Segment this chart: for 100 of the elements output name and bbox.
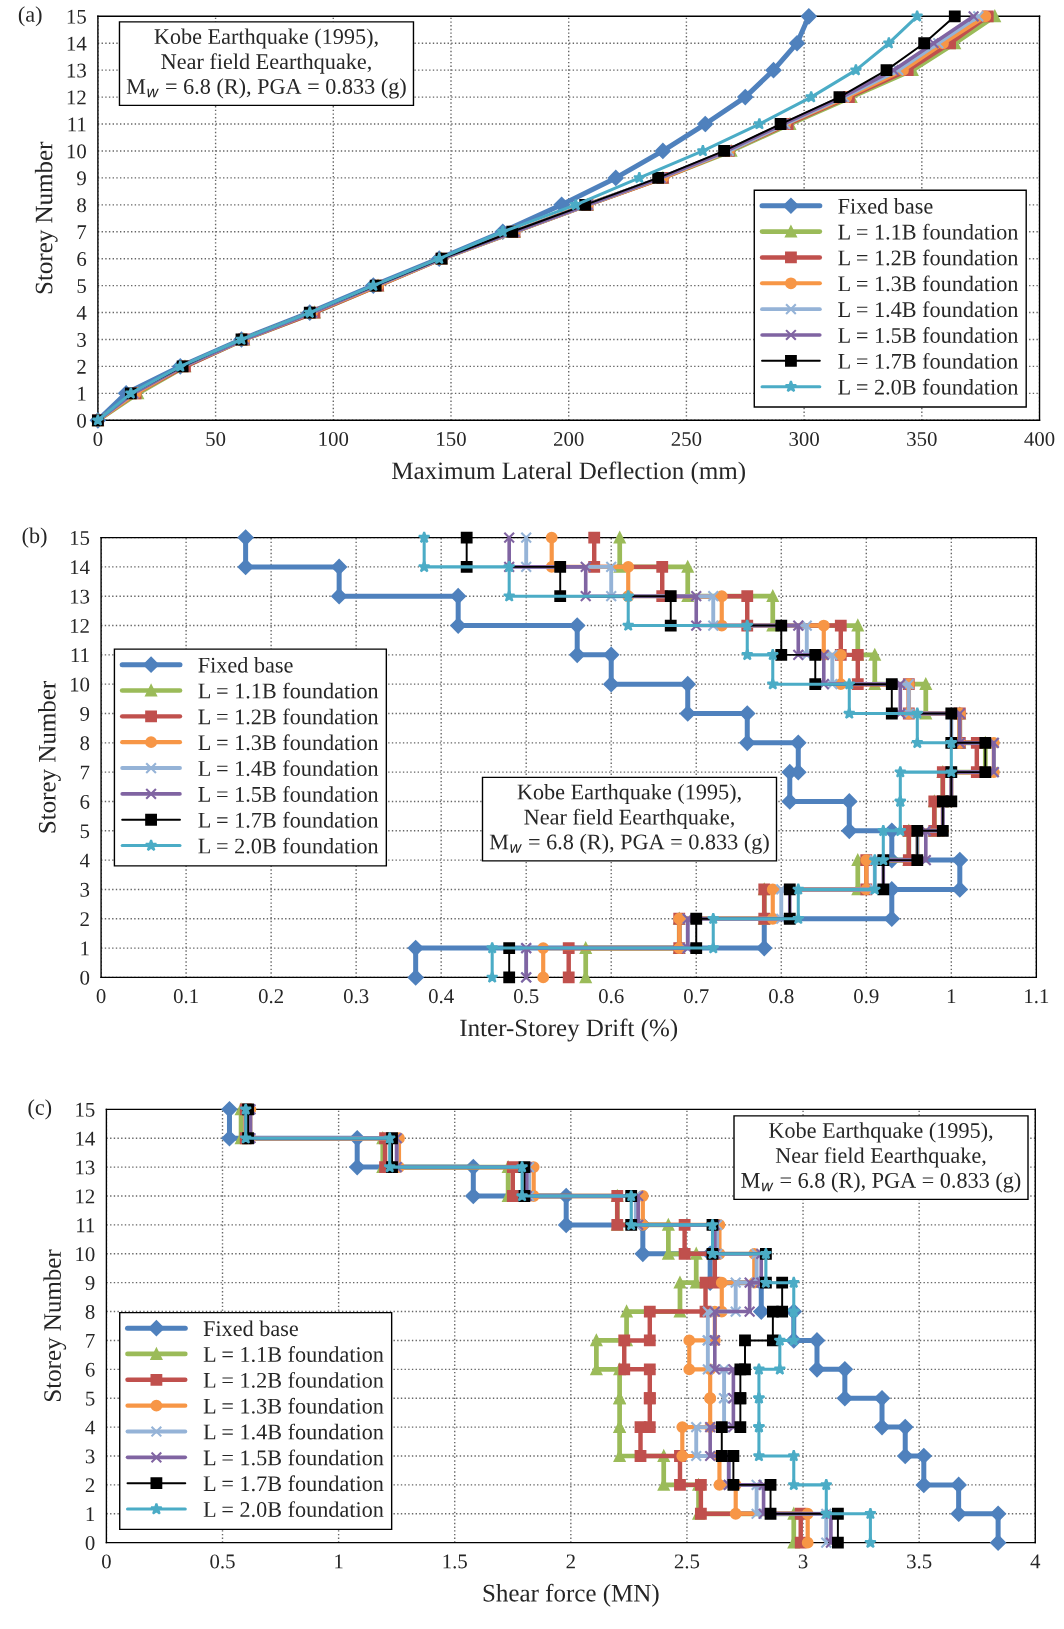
x-tick-label: 3.5 — [907, 1554, 932, 1569]
x-axis-title: Shear force (MN) — [483, 1583, 659, 1607]
legend-label: L = 1.5B foundation — [198, 786, 379, 802]
x-tick-label: 0.9 — [854, 989, 879, 1004]
annotation: Kobe Earthquake (1995), Near field Eearthquake, M$_{w}$ = 6.8 (R), PGA = 0.833 (g) — [126, 28, 406, 99]
y-axis-title: Storey Number — [38, 680, 61, 833]
legend-label: L = 2.0B foundation — [203, 1501, 384, 1518]
y-tick-label: 9 — [85, 1276, 95, 1291]
y-tick-label: 0 — [77, 413, 86, 428]
y-tick-label: 12 — [76, 1189, 95, 1204]
legend-label: L = 1.5B foundation — [203, 1449, 384, 1466]
x-tick-label: 300 — [789, 432, 819, 447]
legend-label: Fixed base — [838, 198, 933, 214]
legend-label: L = 1.1B foundation — [198, 682, 379, 699]
y-tick-label: 2 — [80, 912, 89, 926]
y-tick-label: 0 — [80, 970, 90, 985]
legend-label: L = 1.3B foundation — [838, 275, 1019, 292]
y-tick-label: 7 — [77, 225, 87, 239]
x-tick-label: 0.4 — [428, 989, 454, 1004]
legend-label: L = 1.7B foundation — [198, 811, 379, 828]
x-tick-label: 200 — [554, 432, 584, 447]
x-tick-label: 3 — [798, 1554, 808, 1569]
legend-label: Fixed base — [203, 1320, 298, 1337]
x-tick-label: 0 — [96, 989, 106, 1004]
y-tick-label: 11 — [68, 117, 86, 132]
x-tick-label: 0.3 — [343, 989, 369, 1004]
y-tick-label: 15 — [76, 1102, 95, 1117]
y-tick-label: 14 — [67, 36, 87, 51]
text: (b) — [22, 527, 47, 548]
x-axis-title: Maximum Lateral Deflection (mm) — [392, 461, 745, 485]
y-tick-label: 4 — [76, 306, 87, 320]
legend-label: L = 1.4B foundation — [203, 1423, 384, 1440]
legend-label: L = 1.1B foundation — [203, 1346, 384, 1363]
legend-label: L = 1.4B foundation — [838, 301, 1019, 318]
x-tick-label: 1 — [947, 989, 956, 1003]
x-tick-label: 0.1 — [173, 989, 198, 1004]
x-tick-label: 250 — [671, 432, 702, 447]
legend-label: L = 2.0B foundation — [838, 378, 1019, 395]
y-tick-label: 9 — [77, 171, 86, 186]
y-axis-title: Storey Number — [34, 141, 58, 294]
y-tick-label: 2 — [77, 359, 86, 374]
y-tick-label: 13 — [67, 63, 86, 78]
y-tick-label: 14 — [70, 560, 90, 575]
y-tick-label: 5 — [86, 1391, 95, 1406]
y-tick-label: 3 — [85, 1449, 95, 1464]
y-tick-label: 1 — [86, 1507, 95, 1521]
y-tick-label: 14 — [76, 1131, 95, 1146]
y-tick-label: 11 — [77, 1218, 95, 1233]
y-tick-label: 10 — [76, 1247, 95, 1262]
legend-label: L = 1.2B foundation — [838, 249, 1019, 266]
legend-label: L = 1.3B foundation — [203, 1397, 384, 1414]
x-tick-label: 0.6 — [598, 989, 624, 1004]
x-tick-label: 0.8 — [769, 989, 794, 1004]
y-tick-label: 8 — [80, 736, 90, 751]
y-tick-label: 3 — [77, 332, 86, 347]
x-tick-label: 50 — [206, 432, 226, 447]
x-tick-label: 2 — [566, 1554, 575, 1569]
legend-label: L = 1.2B foundation — [198, 708, 379, 725]
legend-label: L = 1.5B foundation — [838, 327, 1019, 344]
x-tick-label: 4 — [1030, 1554, 1041, 1569]
text: (c) — [28, 1099, 52, 1120]
y-tick-label: 15 — [70, 531, 90, 545]
annotation: Kobe Earthquake (1995), Near field Eearthquake, M$_{w}$ = 6.8 (R), PGA = 0.833 (g) — [489, 783, 769, 854]
legend-label: L = 1.7B foundation — [203, 1475, 384, 1492]
y-tick-label: 5 — [77, 279, 86, 294]
y-tick-label: 1 — [81, 941, 89, 956]
x-tick-label: 0 — [101, 1554, 111, 1569]
y-tick-label: 2 — [85, 1478, 95, 1493]
x-tick-label: 1.1 — [1025, 989, 1049, 1004]
x-tick-label: 1.5 — [443, 1554, 467, 1569]
legend-label: L = 1.7B foundation — [838, 352, 1019, 369]
text: (a) — [18, 6, 42, 27]
y-tick-label: 13 — [70, 589, 90, 604]
y-tick-label: 13 — [76, 1160, 95, 1175]
x-tick-label: 150 — [437, 432, 466, 447]
y-tick-label: 11 — [71, 648, 89, 663]
y-axis-title: Storey Number — [43, 1249, 67, 1402]
x-tick-label: 350 — [907, 432, 937, 447]
y-tick-label: 15 — [67, 9, 86, 24]
legend-label: Fixed base — [198, 657, 293, 673]
y-tick-label: 9 — [80, 706, 90, 721]
y-tick-label: 8 — [77, 198, 86, 213]
y-tick-label: 4 — [85, 1420, 95, 1435]
legend-label: L = 1.3B foundation — [198, 734, 379, 751]
y-tick-label: 8 — [85, 1304, 95, 1319]
x-tick-label: 100 — [319, 432, 349, 447]
y-tick-label: 6 — [80, 794, 90, 809]
legend-label: L = 1.1B foundation — [838, 223, 1019, 240]
y-tick-label: 1 — [78, 386, 86, 401]
x-tick-label: 2.5 — [674, 1554, 700, 1569]
y-tick-label: 5 — [80, 824, 90, 839]
x-tick-label: 0.2 — [258, 989, 283, 1004]
y-tick-label: 10 — [67, 144, 86, 159]
legend-label: L = 1.2B foundation — [203, 1371, 384, 1388]
y-tick-label: 3 — [80, 882, 90, 897]
y-tick-label: 6 — [85, 1362, 95, 1377]
y-tick-label: 6 — [77, 252, 87, 267]
annotation: Kobe Earthquake (1995), Near field Eearthquake, M$_{w}$ = 6.8 (R), PGA = 0.833 (g) — [741, 1122, 1021, 1193]
y-tick-label: 0 — [85, 1536, 95, 1551]
legend-label: L = 2.0B foundation — [198, 837, 379, 854]
